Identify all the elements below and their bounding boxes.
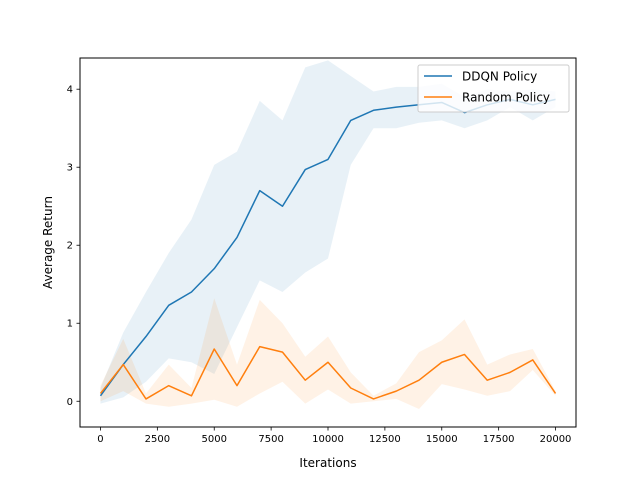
y-axis-ticks: 0 1 2 3 4: [67, 85, 80, 408]
x-tick-label: 2500: [145, 434, 170, 445]
x-tick-label: 20000: [540, 434, 572, 445]
y-tick-label: 4: [67, 85, 73, 96]
x-tick-label: 10000: [312, 434, 344, 445]
x-tick-label: 7500: [258, 434, 283, 445]
y-axis-label: Average Return: [41, 196, 55, 289]
y-tick-label: 2: [67, 241, 73, 252]
band-series-2: [100, 298, 556, 410]
x-axis-label: Iterations: [299, 456, 356, 470]
y-tick-label: 3: [67, 163, 73, 174]
x-axis-ticks: 0 2500 5000 7500 10000 12500 15000 17500 20000: [97, 427, 571, 445]
x-tick-label: 17500: [483, 434, 515, 445]
x-tick-label: 0: [97, 434, 103, 445]
legend-label-1: DDQN Policy: [462, 70, 537, 84]
x-tick-label: 12500: [369, 434, 401, 445]
x-tick-label: 5000: [202, 434, 227, 445]
legend: DDQN Policy Random Policy: [417, 64, 570, 113]
legend-label-2: Random Policy: [462, 91, 550, 105]
y-tick-label: 0: [67, 397, 73, 408]
band-series-1: [100, 60, 556, 404]
y-tick-label: 1: [67, 319, 73, 330]
legend-box: [417, 64, 570, 113]
x-tick-label: 15000: [426, 434, 458, 445]
line-series-2: [99, 345, 557, 400]
confidence-bands: [100, 60, 556, 410]
